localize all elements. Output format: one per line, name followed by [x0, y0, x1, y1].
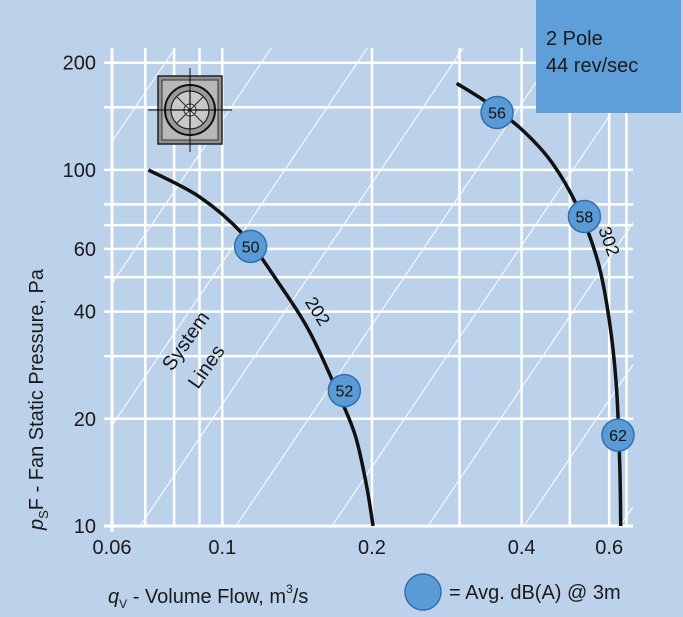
sound-marker-label: 56 [488, 105, 506, 122]
y-axis-title: pSF - Fan Static Pressure, Pa [26, 268, 51, 531]
system-line [427, 221, 633, 526]
sound-marker-circle [480, 95, 514, 130]
system-line [331, 79, 633, 526]
system-line [523, 363, 633, 526]
x-tick-label: 0.1 [208, 537, 236, 559]
system-line [112, 48, 368, 427]
x-tick-label: 0.6 [595, 537, 623, 559]
sound-marker-circle [601, 418, 635, 452]
tick-labels: 0.06 0.1 0.2 0.4 0.6 10 20 40 60 100 200 [63, 53, 623, 559]
info-pole: 2 Pole [546, 28, 603, 50]
info-box: 2 Pole 44 rev/sec [536, 0, 681, 113]
x-tick-label: 0.2 [358, 537, 386, 559]
sound-marker: 50 [233, 229, 268, 264]
system-line [139, 48, 464, 526]
y-tick-label: 20 [74, 409, 96, 431]
sound-marker-label: 58 [576, 209, 594, 226]
sound-marker-circle [327, 373, 362, 408]
y-tick-label: 100 [63, 160, 96, 182]
fan-unit-icon [148, 68, 232, 152]
info-speed: 44 rev/sec [546, 55, 639, 77]
system-line [235, 48, 560, 526]
y-tick-label: 40 [74, 302, 96, 324]
sound-marker-circle [567, 199, 602, 234]
legend-text: = Avg. dB(A) @ 3m [449, 582, 621, 604]
system-line [112, 48, 176, 143]
sound-marker-label: 62 [609, 428, 627, 445]
fan-curve-202 [147, 168, 375, 527]
y-tick-label: 10 [74, 516, 96, 538]
sound-marker: 58 [567, 199, 602, 234]
legend-marker [404, 573, 442, 611]
sound-marker: 62 [601, 418, 635, 452]
y-tick-label: 200 [63, 53, 96, 75]
system-line [112, 48, 272, 285]
legend: = Avg. dB(A) @ 3m [404, 573, 621, 611]
sound-level-markers: 50 52 56 58 62 [233, 95, 635, 452]
x-axis-title: qV - Volume Flow, m3/s [108, 582, 308, 611]
y-tick-label: 60 [74, 239, 96, 261]
sound-marker-label: 52 [335, 384, 353, 401]
sound-marker-label: 50 [242, 239, 260, 256]
sound-marker: 56 [480, 95, 514, 130]
x-tick-label: 0.4 [508, 537, 536, 559]
sound-marker: 52 [327, 373, 362, 408]
sound-marker-circle [233, 229, 268, 264]
x-tick-label: 0.06 [93, 537, 132, 559]
curve-label-302: 302 [594, 224, 623, 259]
